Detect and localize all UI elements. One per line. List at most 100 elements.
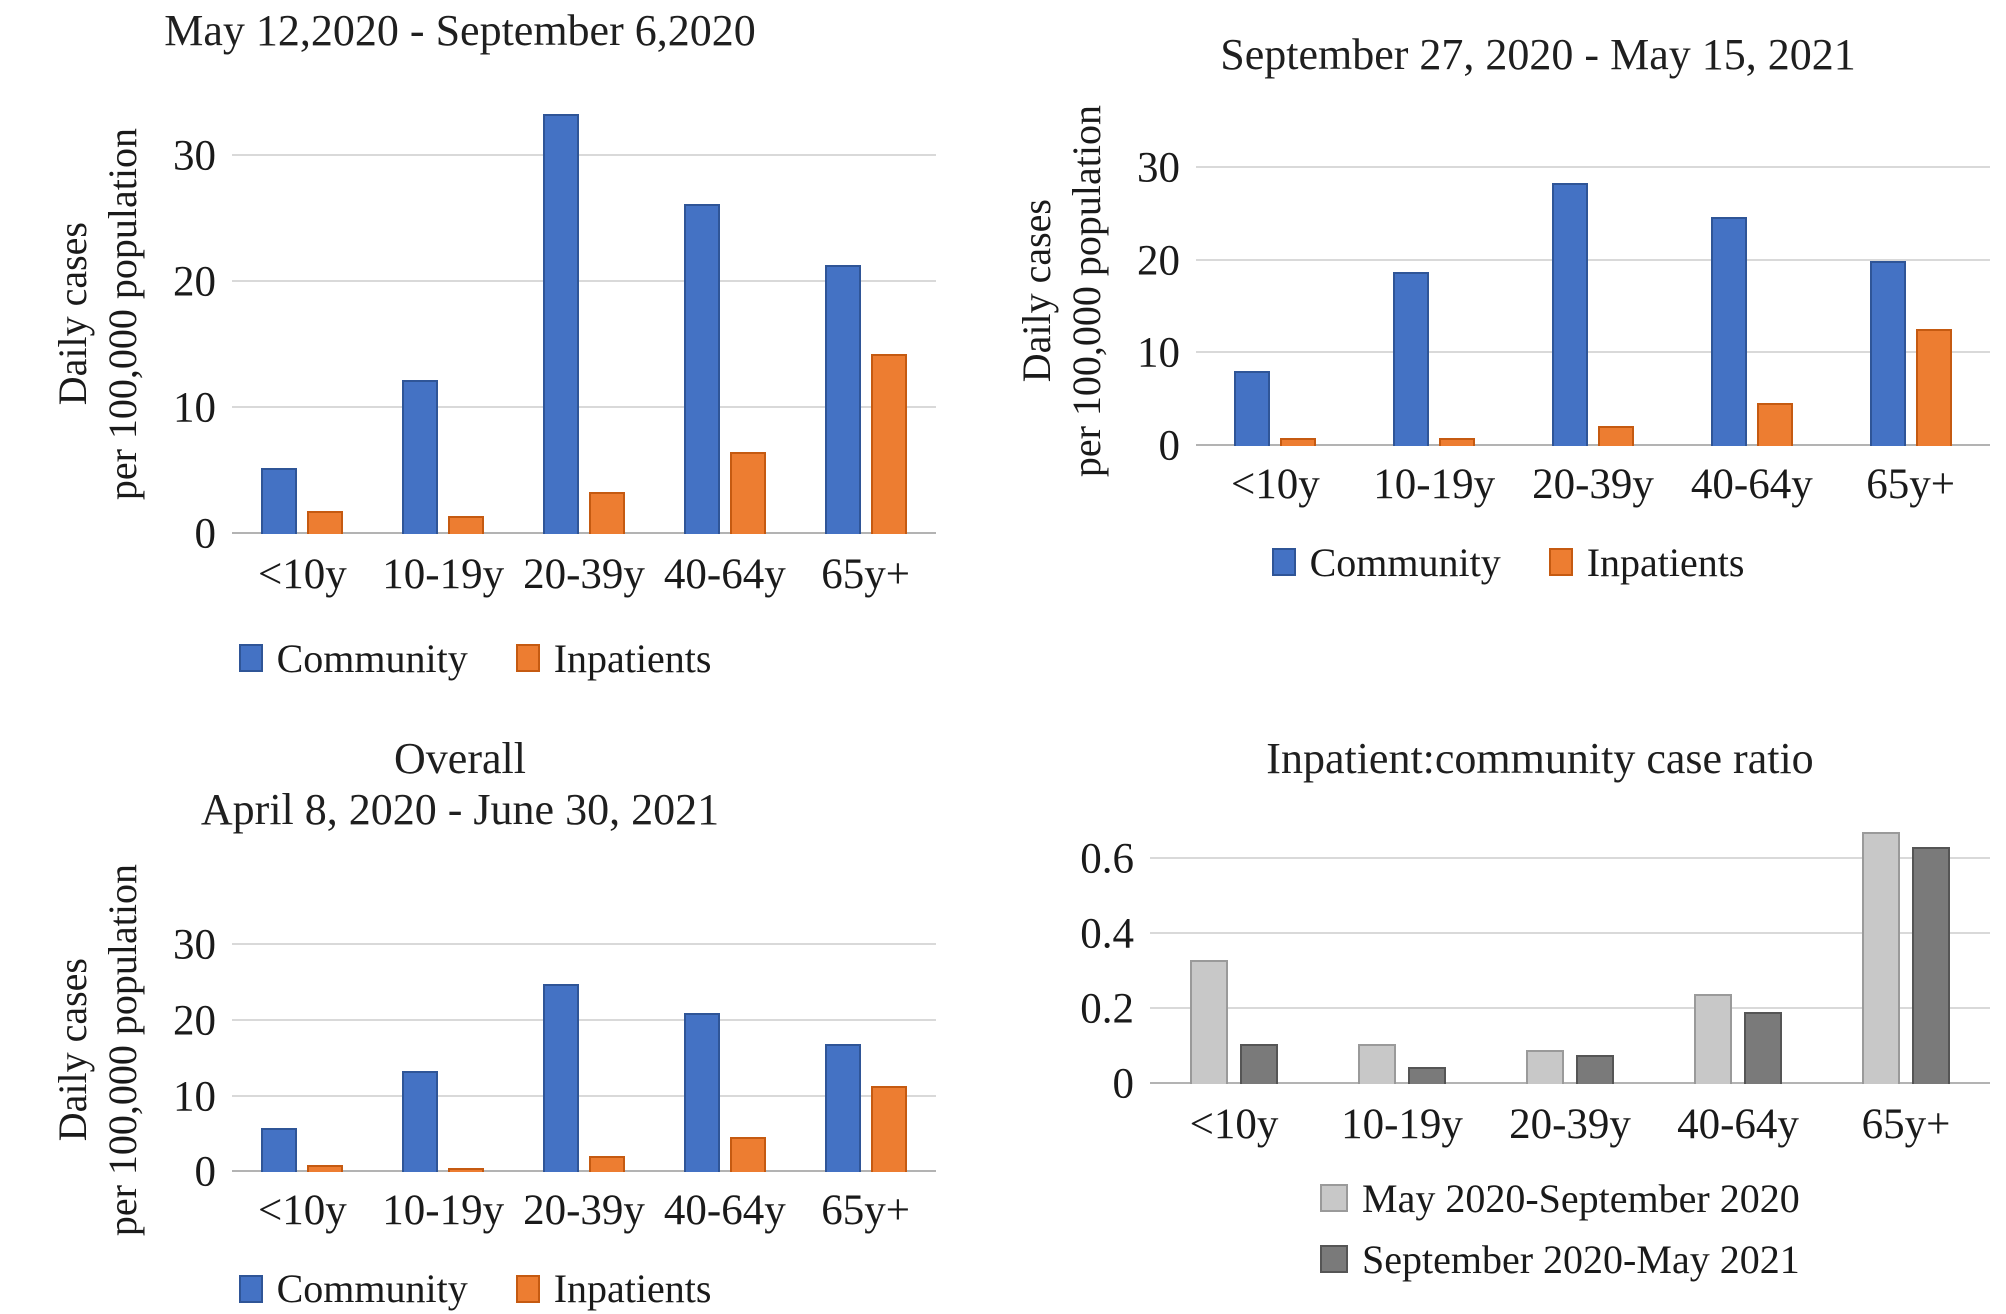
bar-group-10-19y — [1318, 819, 1486, 1084]
bar-community-40-64y — [1710, 217, 1747, 446]
y-tick-label-0-6: 0.6 — [1080, 835, 1134, 883]
y-axis-label-line2: per 100,000 population — [100, 863, 145, 1236]
bar-inpatients-10-19y — [448, 1167, 485, 1173]
x-category-label-10-19y: 10-19y — [1341, 1100, 1463, 1148]
bar-community-10y — [1234, 370, 1271, 446]
y-tick-label-30: 30 — [1137, 144, 1180, 192]
plot-area — [1196, 136, 1990, 446]
bar-groups — [1150, 819, 1990, 1084]
bar-group-40-64y — [1654, 819, 1822, 1084]
x-category-label-20-39y: 20-39y — [1509, 1100, 1631, 1148]
legend-swatch-community — [238, 644, 263, 673]
x-axis-labels: <10y 10-19y 20-39y 40-64y 65y+ — [1196, 460, 1990, 509]
x-category-label-10y: <10y — [1189, 1100, 1279, 1148]
y-axis-label-line2: per 100,000 population — [1064, 104, 1109, 477]
legend-label-inpatients: Inpatients — [553, 635, 712, 681]
bar-inpatients-65y — [870, 1085, 907, 1173]
bar-september-2020-may-2021-10-19y — [1408, 1066, 1446, 1084]
chart-title-line2: April 8, 2020 - June 30, 2021 — [200, 784, 720, 834]
bar-inpatients-40-64y — [729, 1136, 766, 1173]
bar-group-10-19y — [373, 94, 514, 534]
bar-community-65y — [1869, 260, 1906, 446]
chart-title-wave2: September 27, 2020 - May 15, 2021 — [950, 30, 2006, 81]
y-axis-ticks: 0 0.2 0.4 0.6 — [1064, 819, 1150, 1105]
bar-inpatients-20-39y — [1597, 426, 1634, 446]
bar-community-65y — [824, 1043, 861, 1173]
bar-community-10y — [261, 1128, 298, 1173]
x-category-label-10-19y: 10-19y — [382, 1187, 505, 1235]
bar-community-20-39y — [1551, 182, 1588, 446]
x-category-label-20-39y: 20-39y — [523, 550, 645, 598]
gridline-30 — [232, 943, 936, 946]
legend-item-may-2020-september-2020: May 2020-September 2020 — [1320, 1175, 1800, 1222]
bar-community-10-19y — [1393, 271, 1430, 446]
x-category-label-65y: 65y+ — [821, 550, 910, 598]
bar-september-2020-may-2021-10y — [1240, 1044, 1278, 1084]
y-axis-label-line1: Daily cases — [50, 958, 95, 1142]
legend-label-september-2020-may-2021: September 2020-May 2021 — [1362, 1236, 1800, 1282]
bar-group-10-19y — [373, 927, 514, 1173]
bar-september-2020-may-2021-40-64y — [1744, 1012, 1782, 1084]
bar-groups — [1196, 136, 1990, 446]
bar-group-10y — [1150, 819, 1318, 1084]
bar-inpatients-10y — [1280, 438, 1317, 446]
bar-may-2020-september-2020-40-64y — [1694, 993, 1732, 1084]
bar-group-10y — [1196, 136, 1355, 446]
bar-community-20-39y — [542, 983, 579, 1173]
legend-swatch-inpatients — [1548, 548, 1573, 577]
bar-group-65y — [1822, 819, 1990, 1084]
bar-inpatients-10-19y — [448, 516, 485, 534]
gridline-20 — [232, 1018, 936, 1021]
y-axis-ticks: 0 10 20 30 — [1110, 136, 1196, 467]
legend-item-community: Community — [1271, 539, 1501, 586]
bar-group-10y — [232, 94, 373, 534]
bar-groups — [232, 927, 936, 1173]
legend: Community Inpatients — [1010, 539, 2006, 586]
bar-september-2020-may-2021-20-39y — [1576, 1055, 1614, 1084]
bar-inpatients-65y — [1915, 329, 1952, 446]
y-tick-label-10: 10 — [1137, 329, 1180, 377]
x-category-label-10-19y: 10-19y — [382, 550, 505, 598]
y-tick-label-20: 20 — [173, 997, 216, 1045]
bar-group-40-64y — [654, 94, 795, 534]
plot-area — [232, 927, 936, 1173]
x-category-label-10y: <10y — [258, 550, 347, 598]
x-axis-baseline — [232, 531, 936, 534]
chart-panel-wave1: May 12,2020 - September 6,2020 Daily cas… — [0, 0, 950, 690]
y-tick-label-0: 0 — [194, 1148, 217, 1196]
legend-label-community: Community — [1309, 539, 1501, 585]
bar-group-65y — [795, 927, 936, 1173]
legend-label-community: Community — [276, 1266, 468, 1312]
legend-label-inpatients: Inpatients — [1586, 539, 1745, 585]
bar-inpatients-10y — [307, 1165, 344, 1173]
bar-may-2020-september-2020-10-19y — [1358, 1044, 1396, 1084]
legend: Community Inpatients — [0, 1265, 950, 1312]
x-category-label-40-64y: 40-64y — [663, 1187, 786, 1235]
legend-item-inpatients: Inpatients — [515, 1265, 711, 1312]
legend-label-community: Community — [276, 635, 468, 681]
chart-panel-wave2: September 27, 2020 - May 15, 2021 Daily … — [950, 0, 2006, 690]
legend-item-community: Community — [238, 1265, 468, 1312]
x-axis-baseline — [1196, 443, 1990, 446]
x-category-label-10y: <10y — [1231, 460, 1320, 508]
bar-may-2020-september-2020-10y — [1190, 959, 1228, 1084]
y-axis-ticks: 0 10 20 30 — [146, 924, 232, 1194]
legend-swatch-inpatients — [515, 644, 540, 673]
y-tick-label-0-2: 0.2 — [1080, 985, 1134, 1033]
legend: Community Inpatients — [0, 635, 950, 682]
x-category-label-10-19y: 10-19y — [1373, 460, 1496, 508]
bar-may-2020-september-2020-20-39y — [1526, 1049, 1564, 1084]
y-tick-label-10: 10 — [173, 1073, 216, 1121]
bar-group-65y — [1831, 136, 1990, 446]
gridline-0-2 — [1150, 1006, 1990, 1009]
bar-community-20-39y — [542, 113, 579, 534]
legend-swatch-inpatients — [515, 1274, 540, 1303]
x-category-label-40-64y: 40-64y — [1677, 1100, 1799, 1148]
x-axis-labels: <10y 10-19y 20-39y 40-64y 65y+ — [232, 1186, 936, 1235]
bar-community-10-19y — [402, 1070, 439, 1173]
bar-community-65y — [824, 264, 861, 534]
bar-inpatients-20-39y — [588, 492, 625, 534]
chart-body: Daily cases per 100,000 population 0 10 20… — [30, 864, 936, 1236]
chart-body: Daily cases per 100,000 population 0 10 20… — [30, 94, 936, 555]
bar-community-10y — [261, 468, 298, 534]
